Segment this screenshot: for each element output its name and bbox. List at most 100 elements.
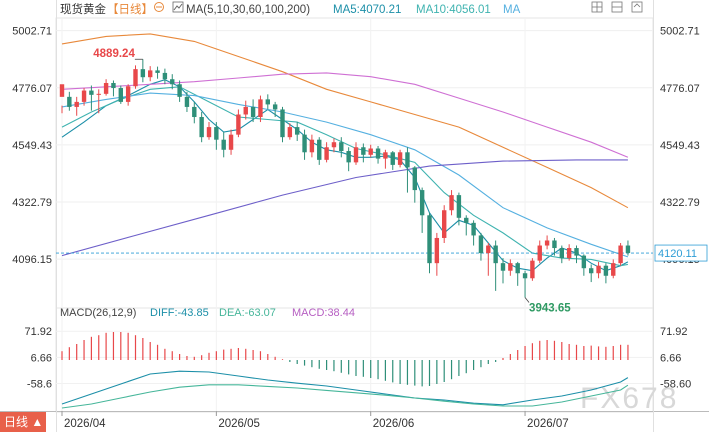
candle-body: [324, 147, 329, 160]
candle-body: [515, 263, 520, 274]
candle-body: [214, 127, 219, 140]
y-tick-label-left: 4096.15: [12, 254, 52, 266]
candle-body: [537, 245, 542, 261]
period-selector[interactable]: 【日线】: [107, 2, 153, 16]
candle-body: [427, 215, 432, 264]
current-price-tag: [654, 244, 708, 262]
grid-icon[interactable]: [591, 1, 603, 13]
dual-pane-icon[interactable]: [611, 1, 623, 13]
candle-body: [103, 82, 109, 94]
macd-dea-value: DEA:-63.07: [219, 307, 276, 319]
candle-body: [390, 152, 395, 165]
ma-params-label: MA(5,10,30,60,100,200): [186, 4, 310, 16]
candle-body: [243, 106, 248, 115]
expand-icon[interactable]: [631, 1, 643, 13]
candle-body: [375, 148, 381, 159]
candle-body: [250, 106, 256, 118]
macd-tick-label-left: -58.6: [27, 378, 52, 390]
candle-body: [500, 263, 506, 271]
candle-body: [405, 152, 410, 168]
candles: [59, 59, 631, 298]
candle-body: [603, 265, 609, 276]
y-axis-labels: 5002.71 5002.71 4776.07 4776.07 4549.43 4549.…: [12, 26, 708, 390]
candle-body: [125, 86, 131, 102]
candle-body: [522, 273, 528, 279]
candle-body: [118, 88, 123, 102]
grid: [56, 18, 653, 412]
candle-body: [280, 109, 285, 138]
indicator-badge[interactable]: 日线 ▲: [0, 412, 46, 432]
candle-body: [162, 72, 168, 80]
y-tick-label-right: 5002.71: [660, 26, 700, 38]
candle-body: [206, 127, 212, 138]
watermark-text: FX678: [580, 382, 678, 415]
macd-pane-frame: [55, 307, 654, 413]
macd-tick-label-left: 71.92: [24, 326, 52, 338]
candle-body: [287, 127, 293, 138]
ma5-line: [61, 79, 629, 272]
candle-body: [574, 248, 579, 256]
macd-macd-value: MACD:38.44: [292, 307, 355, 319]
x-tick-label: 2026/06: [373, 418, 415, 430]
x-tick-label: 2026/07: [527, 418, 569, 430]
candle-body: [442, 210, 447, 238]
candle-body: [67, 96, 72, 107]
ma5-value: MA5:4070.21: [333, 4, 401, 16]
chart-header: 现货黄金 【日线】 MA(5,10,30,60,100,200) MA5:407…: [60, 1, 643, 16]
candle-body: [228, 134, 234, 150]
y-tick-label-left: 4322.79: [12, 197, 52, 209]
candle-body: [148, 70, 153, 78]
candle-body: [456, 195, 462, 218]
candle-body: [177, 84, 182, 97]
macd-title: MACD(26,12,9): [60, 307, 136, 319]
annotations: 4889.24 3943.65: [93, 48, 571, 314]
ma100-line: [61, 72, 629, 158]
candle-body: [339, 142, 344, 152]
x-axis-labels: 2026/04 2026/05 2026/06 2026/07: [61, 411, 569, 430]
candle-body: [59, 84, 65, 97]
candle-body: [589, 268, 594, 274]
candle-body: [81, 90, 87, 102]
ma60-line: [61, 33, 629, 209]
macd-diff-line: [61, 370, 629, 406]
candle-body: [508, 263, 513, 271]
y-tick-label-right: 4776.07: [660, 83, 700, 95]
candle-body: [140, 69, 146, 78]
candle-body: [170, 79, 175, 85]
symbol-name: 现货黄金: [60, 2, 106, 16]
x-tick-label: 2026/05: [218, 418, 260, 430]
candle-body: [611, 263, 616, 276]
ma200-line: [61, 159, 628, 257]
candle-body: [566, 248, 572, 259]
macd-histogram: [61, 332, 629, 387]
candle-body: [199, 117, 204, 138]
macd-dea-line: [61, 384, 629, 409]
candle-body: [302, 134, 307, 153]
candle-body: [559, 248, 564, 259]
indicator-badge-text: 日线 ▲: [4, 415, 43, 429]
candle-body: [96, 93, 101, 95]
candle-body: [295, 127, 300, 135]
eye-icon[interactable]: [154, 2, 164, 12]
low-price-label: 3943.65: [529, 303, 571, 315]
candle-body: [331, 142, 337, 148]
candle-body: [434, 237, 440, 264]
ma30-line: [61, 92, 629, 258]
macd-legend: MACD(26,12,9) DIFF:-43.85 DEA:-63.07 MAC…: [60, 307, 355, 319]
candle-body: [464, 217, 469, 223]
candle-body: [397, 152, 403, 165]
macd-tick-label-right: 6.66: [660, 352, 681, 364]
candle-body: [89, 90, 94, 95]
low-marker-line: [524, 297, 530, 303]
candle-body: [361, 147, 366, 155]
candle-body: [74, 101, 79, 107]
x-tick-label: 2026/04: [64, 418, 106, 430]
candle-body: [236, 114, 241, 135]
ma10-line: [61, 86, 628, 267]
candle-body: [155, 70, 160, 73]
ma10-value: MA10:4056.01: [416, 4, 491, 16]
candle-body: [471, 222, 476, 236]
chart-config-icon[interactable]: [172, 1, 184, 13]
high-price-label: 4889.24: [93, 48, 135, 60]
candle-body: [309, 139, 315, 153]
